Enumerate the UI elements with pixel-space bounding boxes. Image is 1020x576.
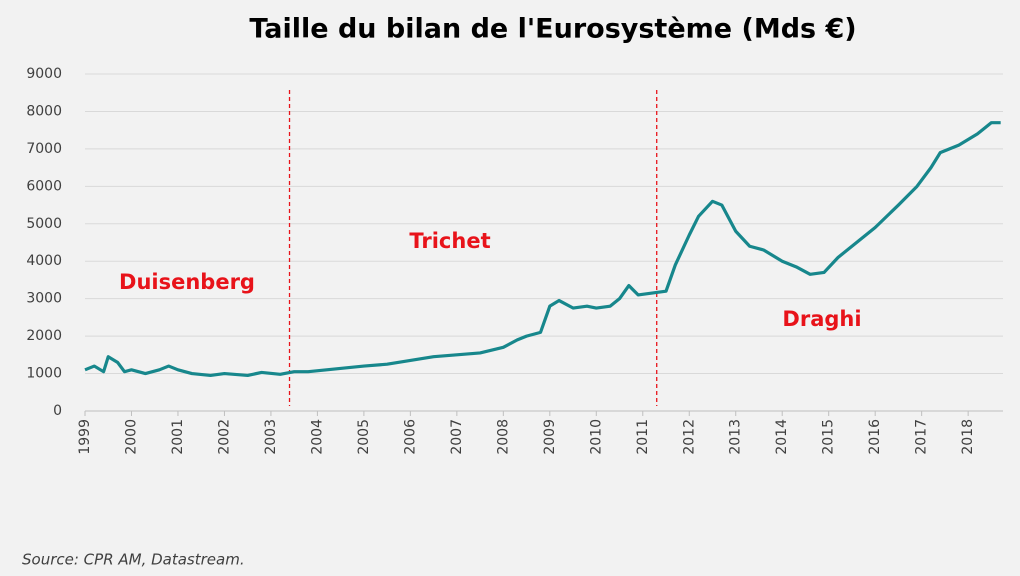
y-tick-label: 6000 bbox=[26, 178, 62, 194]
x-tick-label: 2014 bbox=[774, 419, 790, 455]
x-tick-label: 2012 bbox=[681, 419, 697, 455]
x-tick-label: 2008 bbox=[495, 419, 511, 455]
x-tick-label: 2003 bbox=[263, 419, 279, 455]
source: Source: CPR AM, Datastream. bbox=[22, 551, 245, 569]
x-tick-label: 2002 bbox=[216, 419, 232, 455]
x-tick-label: 2013 bbox=[728, 419, 744, 455]
y-tick-label: 8000 bbox=[26, 103, 62, 119]
annotation: Draghi bbox=[782, 307, 861, 331]
x-tick-label: 2016 bbox=[867, 419, 883, 455]
x-tick-label: 2017 bbox=[914, 419, 930, 455]
x-tick-label: 2007 bbox=[449, 419, 465, 455]
x-tick-label: 2009 bbox=[542, 419, 558, 455]
chart-title: Taille du bilan de l'Eurosystème (Mds €) bbox=[249, 14, 856, 45]
line-series bbox=[84, 121, 1001, 378]
y-tick-label: 2000 bbox=[26, 328, 62, 344]
x-tick-label: 2004 bbox=[309, 419, 325, 455]
x-tick-label: 2018 bbox=[960, 419, 976, 455]
x-tick-label: 2011 bbox=[635, 419, 651, 455]
x-tick-label: 2005 bbox=[356, 419, 372, 455]
annotation: Duisenberg bbox=[119, 270, 255, 294]
x-tick-label: 2015 bbox=[821, 419, 837, 455]
x-tick-label: 2001 bbox=[170, 419, 186, 455]
y-tick-label: 3000 bbox=[26, 291, 62, 307]
x-tick-label: 1999 bbox=[77, 419, 93, 455]
y-tick-label: 9000 bbox=[26, 66, 62, 82]
x-tick-label: 2006 bbox=[402, 419, 418, 455]
annotation: Trichet bbox=[409, 229, 490, 253]
x-tick-label: 2000 bbox=[123, 419, 139, 455]
y-tick-label: 7000 bbox=[26, 141, 62, 157]
x-tick-label: 2010 bbox=[588, 419, 604, 455]
y-tick-label: 1000 bbox=[26, 366, 62, 382]
y-tick-label: 4000 bbox=[26, 253, 62, 269]
y-tick-label: 0 bbox=[53, 403, 62, 419]
y-tick-label: 5000 bbox=[26, 216, 62, 232]
